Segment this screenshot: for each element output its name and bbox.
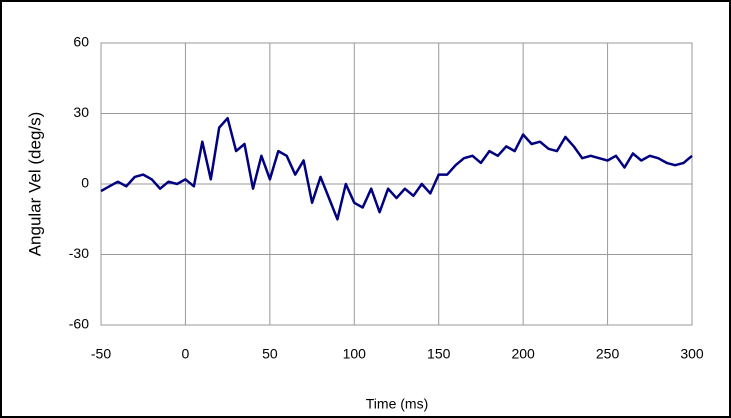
x-tick-label: 300 — [680, 346, 704, 362]
y-tick-label: 60 — [73, 34, 89, 50]
x-tick-label: 50 — [262, 346, 278, 362]
y-tick-label: 0 — [81, 175, 89, 191]
y-tick-label: -30 — [69, 245, 89, 261]
y-axis-label: Angular Vel (deg/s) — [25, 112, 44, 257]
x-tick-label: -50 — [91, 346, 111, 362]
x-axis-label: Time (ms) — [366, 396, 428, 412]
y-tick-label: 30 — [73, 104, 89, 120]
y-tick-label: -60 — [69, 316, 89, 332]
x-tick-label: 250 — [596, 346, 620, 362]
x-tick-label: 100 — [343, 346, 367, 362]
data-line — [100, 116, 693, 221]
x-tick-label: 200 — [511, 346, 535, 362]
x-tick-label: 150 — [427, 346, 451, 362]
x-tick-label: 0 — [182, 346, 190, 362]
